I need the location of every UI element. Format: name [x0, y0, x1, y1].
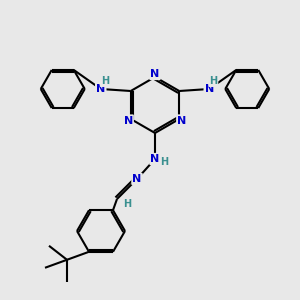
- Text: N: N: [205, 84, 214, 94]
- Text: N: N: [124, 116, 133, 125]
- Text: N: N: [96, 84, 105, 94]
- Text: N: N: [150, 69, 160, 79]
- Text: N: N: [150, 154, 160, 164]
- Text: N: N: [177, 116, 187, 125]
- Text: H: H: [209, 76, 217, 86]
- Text: N: N: [132, 174, 142, 184]
- Text: H: H: [160, 157, 168, 167]
- Text: H: H: [101, 76, 109, 86]
- Text: H: H: [123, 199, 131, 209]
